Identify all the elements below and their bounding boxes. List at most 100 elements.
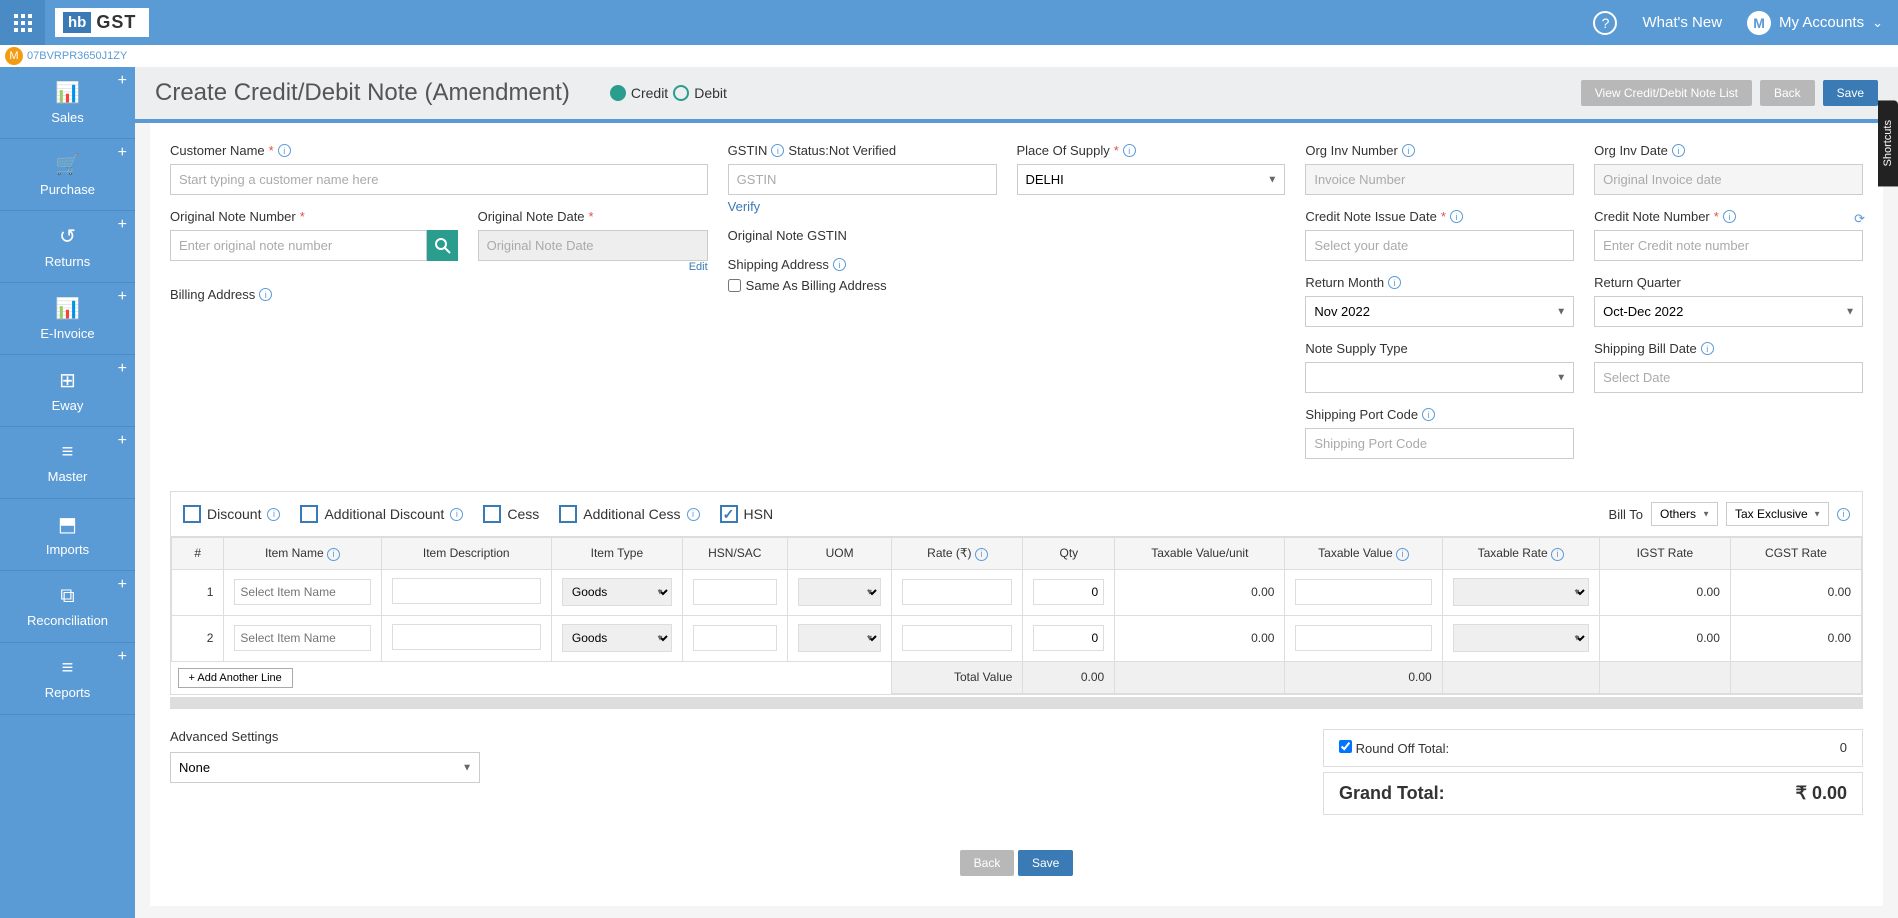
- whats-new-link[interactable]: What's New: [1642, 14, 1722, 31]
- info-icon[interactable]: i: [1701, 342, 1714, 355]
- rate-input[interactable]: [902, 579, 1012, 605]
- back-button[interactable]: Back: [1760, 80, 1815, 106]
- info-icon[interactable]: i: [267, 508, 280, 521]
- sidebar-item-reports[interactable]: +≡Reports: [0, 643, 135, 715]
- gstin-input[interactable]: [728, 164, 997, 195]
- taxable-value-input[interactable]: [1295, 579, 1431, 605]
- edit-link[interactable]: Edit: [689, 261, 708, 273]
- sidebar-item-master[interactable]: +≡Master: [0, 427, 135, 499]
- sidebar-item-einvoice[interactable]: +📊E-Invoice: [0, 283, 135, 355]
- info-icon[interactable]: i: [975, 548, 988, 561]
- info-icon[interactable]: i: [259, 288, 272, 301]
- same-as-billing-checkbox[interactable]: Same As Billing Address: [728, 278, 997, 293]
- hsn-input[interactable]: [693, 579, 777, 605]
- sidebar-item-returns[interactable]: +↺Returns: [0, 211, 135, 283]
- discount-checkbox[interactable]: Discount i: [183, 505, 280, 523]
- additional-cess-checkbox[interactable]: Additional Cess i: [559, 505, 699, 523]
- search-button[interactable]: [427, 230, 457, 261]
- info-icon[interactable]: i: [278, 144, 291, 157]
- note-supply-type-select[interactable]: [1305, 362, 1574, 393]
- org-inv-number-input[interactable]: [1305, 164, 1574, 195]
- view-list-button[interactable]: View Credit/Debit Note List: [1581, 80, 1752, 106]
- customer-name-input[interactable]: [170, 164, 708, 195]
- info-icon[interactable]: i: [327, 548, 340, 561]
- plus-icon[interactable]: +: [118, 360, 127, 378]
- apps-menu-icon[interactable]: [0, 0, 45, 45]
- plus-icon[interactable]: +: [118, 216, 127, 234]
- plus-icon[interactable]: +: [118, 648, 127, 666]
- footer-save-button[interactable]: Save: [1018, 850, 1073, 876]
- plus-icon[interactable]: +: [118, 288, 127, 306]
- place-of-supply-select[interactable]: DELHI: [1017, 164, 1286, 195]
- info-icon[interactable]: i: [1422, 408, 1435, 421]
- credit-issue-date-input[interactable]: [1305, 230, 1574, 261]
- tax-mode-select[interactable]: Tax Exclusive: [1726, 502, 1829, 526]
- cess-checkbox[interactable]: Cess: [483, 505, 539, 523]
- sidebar-item-eway[interactable]: +⊞Eway: [0, 355, 135, 427]
- taxable-rate-select[interactable]: [1453, 624, 1589, 652]
- item-type-select[interactable]: Goods: [562, 578, 672, 606]
- shipping-port-code-input[interactable]: [1305, 428, 1574, 459]
- sidebar-item-purchase[interactable]: +🛒Purchase: [0, 139, 135, 211]
- sidebar-item-imports[interactable]: ⬒Imports: [0, 499, 135, 571]
- plus-icon[interactable]: +: [118, 576, 127, 594]
- org-gstin-bar[interactable]: M 07BVRPR3650J1ZY: [0, 45, 1898, 67]
- taxable-rate-select[interactable]: [1453, 578, 1589, 606]
- item-desc-input[interactable]: [392, 578, 541, 604]
- uom-select[interactable]: [798, 578, 882, 606]
- return-quarter-select[interactable]: Oct-Dec 2022: [1594, 296, 1863, 327]
- info-icon[interactable]: i: [1672, 144, 1685, 157]
- round-off-checkbox[interactable]: Round Off Total:: [1339, 740, 1449, 756]
- item-name-input[interactable]: [234, 625, 370, 651]
- horizontal-scrollbar[interactable]: [170, 697, 1863, 709]
- info-icon[interactable]: i: [1723, 210, 1736, 223]
- item-desc-input[interactable]: [392, 624, 541, 650]
- verify-link[interactable]: Verify: [728, 199, 761, 214]
- info-icon[interactable]: i: [1123, 144, 1136, 157]
- plus-icon[interactable]: +: [118, 432, 127, 450]
- info-icon[interactable]: i: [1450, 210, 1463, 223]
- bill-to-select[interactable]: Others: [1651, 502, 1718, 526]
- radio-credit[interactable]: Credit: [610, 85, 668, 101]
- shipping-bill-date-input[interactable]: [1594, 362, 1863, 393]
- add-line-button[interactable]: + Add Another Line: [178, 668, 293, 688]
- info-icon[interactable]: i: [771, 144, 784, 157]
- footer-back-button[interactable]: Back: [960, 850, 1015, 876]
- original-note-gstin-label: Original Note GSTIN: [728, 228, 997, 243]
- info-icon[interactable]: i: [1551, 548, 1564, 561]
- radio-dot-icon: [610, 85, 626, 101]
- return-month-select[interactable]: Nov 2022: [1305, 296, 1574, 327]
- hsn-checkbox[interactable]: HSN: [720, 505, 774, 523]
- org-inv-date-input[interactable]: [1594, 164, 1863, 195]
- rate-input[interactable]: [902, 625, 1012, 651]
- qty-input[interactable]: [1033, 579, 1104, 605]
- qty-input[interactable]: [1033, 625, 1104, 651]
- info-icon[interactable]: i: [833, 258, 846, 271]
- info-icon[interactable]: i: [1388, 276, 1401, 289]
- original-note-number-input[interactable]: [170, 230, 427, 261]
- additional-discount-checkbox[interactable]: Additional Discount i: [300, 505, 463, 523]
- info-icon[interactable]: i: [1396, 548, 1409, 561]
- plus-icon[interactable]: +: [118, 144, 127, 162]
- help-icon[interactable]: ?: [1593, 11, 1617, 35]
- plus-icon[interactable]: +: [118, 72, 127, 90]
- save-button[interactable]: Save: [1823, 80, 1878, 106]
- account-menu[interactable]: M My Accounts ⌄: [1747, 11, 1883, 35]
- item-type-select[interactable]: Goods: [562, 624, 672, 652]
- taxable-value-input[interactable]: [1295, 625, 1431, 651]
- sidebar-item-reconciliation[interactable]: +⧉Reconciliation: [0, 571, 135, 643]
- hsn-input[interactable]: [693, 625, 777, 651]
- info-icon[interactable]: i: [450, 508, 463, 521]
- refresh-icon[interactable]: ⟳: [1854, 211, 1865, 227]
- credit-note-number-input[interactable]: [1594, 230, 1863, 261]
- info-icon[interactable]: i: [1837, 508, 1850, 521]
- sidebar-item-sales[interactable]: +📊Sales: [0, 67, 135, 139]
- radio-debit[interactable]: Debit: [673, 85, 727, 101]
- uom-select[interactable]: [798, 624, 882, 652]
- advanced-settings-select[interactable]: None: [170, 752, 480, 783]
- info-icon[interactable]: i: [1402, 144, 1415, 157]
- info-icon[interactable]: i: [687, 508, 700, 521]
- item-name-input[interactable]: [234, 579, 370, 605]
- shortcuts-tab[interactable]: Shortcuts: [1878, 100, 1898, 186]
- logo[interactable]: hb GST: [55, 8, 149, 37]
